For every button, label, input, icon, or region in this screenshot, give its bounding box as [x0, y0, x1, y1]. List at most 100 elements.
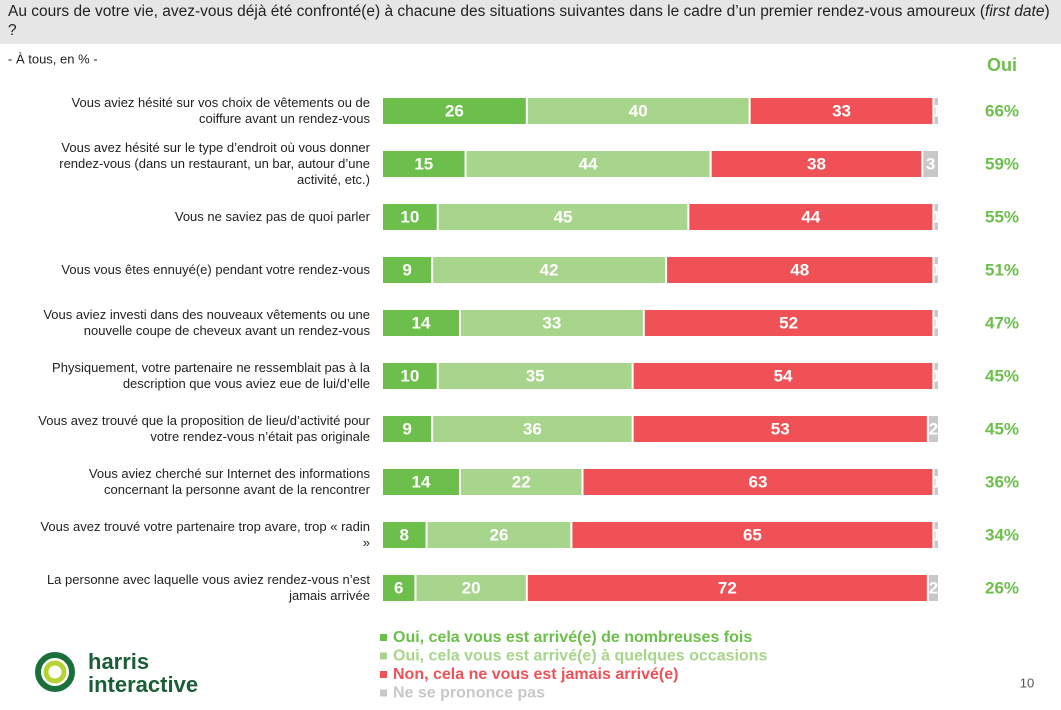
total-label: 47% [985, 313, 1019, 332]
segment-label: 45 [554, 207, 573, 226]
bar-segment [383, 98, 526, 124]
segment-label: 1 [931, 260, 940, 279]
category-label: Vous avez hésité sur le type d’endroit o… [59, 140, 370, 187]
bar-segment [934, 469, 938, 495]
segment-label: 26 [445, 101, 464, 120]
segment-label: 1 [931, 313, 940, 332]
bar-segment [433, 416, 632, 442]
segment-label: 44 [801, 207, 820, 226]
segment-label: 54 [774, 366, 793, 385]
bar-segment [934, 98, 938, 124]
bar-segment [383, 257, 432, 283]
bar-segment [383, 151, 465, 177]
segment-label: 3 [926, 154, 935, 173]
total-label: 36% [985, 472, 1019, 491]
segment-label: 1 [931, 525, 940, 544]
bar-segment [711, 151, 922, 177]
logo-icon [35, 652, 75, 692]
legend-label: Oui, cela vous est arrivé(e) à quelques … [393, 648, 767, 665]
bar-segment [438, 363, 632, 389]
legend-swatch [380, 671, 387, 678]
legend-swatch [380, 652, 387, 660]
title-text: Au cours de votre vie, avez-vous déjà ét… [8, 3, 986, 20]
segment-label: 22 [512, 472, 531, 491]
category-label: Vous avez trouvé que la proposition de l… [38, 413, 370, 444]
bar-segment [667, 257, 933, 283]
bar-segment [583, 469, 933, 495]
segment-label: 42 [540, 260, 559, 279]
bar-segment [460, 310, 643, 336]
segment-label: 33 [832, 101, 851, 120]
bar-segment [934, 204, 938, 230]
bar-segment [383, 416, 432, 442]
bar-segment [934, 310, 938, 336]
bar-segment [433, 257, 666, 283]
total-label: 55% [985, 207, 1019, 226]
segment-label: 6 [394, 578, 403, 597]
legend-label: Ne se prononce pas [393, 685, 545, 702]
title-text: ) ? [8, 3, 1050, 39]
bar-segment [427, 522, 571, 548]
total-label: 34% [985, 525, 1019, 544]
bar-segment [438, 204, 688, 230]
segment-label: 1 [931, 366, 940, 385]
segment-label: 1 [931, 207, 940, 226]
segment-label: 8 [400, 525, 409, 544]
category-label: Vous vous êtes ennuyé(e) pendant votre r… [61, 262, 370, 277]
category-label: Vous aviez cherché sur Internet des info… [88, 466, 370, 497]
bar-segment [750, 98, 933, 124]
category-label: Vous aviez investi dans des nouveaux vêt… [43, 307, 370, 338]
segment-label: 38 [807, 154, 826, 173]
bar-segment [383, 522, 426, 548]
bar-segment [383, 469, 459, 495]
total-label: 59% [985, 154, 1019, 173]
bar-segment [460, 469, 582, 495]
legend-swatch [380, 634, 387, 641]
segment-label: 26 [490, 525, 509, 544]
category-label: Vous ne saviez pas de quoi parler [174, 209, 370, 224]
bar-segment [934, 257, 938, 283]
bar-segment [527, 98, 749, 124]
bar-segment [633, 363, 933, 389]
bar-segment [934, 522, 938, 548]
segment-label: 10 [400, 366, 419, 385]
bar-segment [383, 575, 415, 601]
legend-label: Non, cela ne vous est jamais arrivé(e) [393, 666, 678, 683]
segment-label: 14 [412, 313, 431, 332]
segment-label: 1 [931, 101, 940, 120]
bar-segment [928, 416, 938, 442]
segment-label: 48 [790, 260, 809, 279]
bar-segment [383, 363, 437, 389]
segment-label: 2 [929, 578, 938, 597]
segment-label: 9 [402, 260, 411, 279]
segment-label: 35 [526, 366, 545, 385]
category-label: Physiquement, votre partenaire ne ressem… [52, 360, 370, 391]
total-label: 66% [985, 101, 1019, 120]
bar-segment [644, 310, 933, 336]
page-number: 10 [1020, 675, 1034, 690]
title-italic: first date [985, 3, 1045, 20]
segment-label: 63 [749, 472, 768, 491]
total-label: 26% [985, 578, 1019, 597]
subtitle: - À tous, en % - [8, 51, 98, 66]
segment-label: 33 [542, 313, 561, 332]
segment-label: 52 [779, 313, 798, 332]
totals-header: Oui [987, 55, 1017, 75]
segment-label: 65 [743, 525, 762, 544]
bar-segment [928, 575, 938, 601]
segment-label: 14 [412, 472, 431, 491]
bar-segment [689, 204, 933, 230]
category-label: Vous aviez hésité sur vos choix de vêtem… [71, 95, 370, 126]
legend-swatch [380, 689, 387, 697]
category-label: Vous avez trouvé votre partenaire trop a… [40, 519, 370, 550]
segment-label: 1 [931, 472, 940, 491]
segment-label: 15 [414, 154, 433, 173]
total-label: 51% [985, 260, 1019, 279]
segment-label: 44 [579, 154, 598, 173]
segment-label: 53 [771, 419, 790, 438]
segment-label: 72 [718, 578, 737, 597]
segment-label: 20 [462, 578, 481, 597]
bar-segment [466, 151, 710, 177]
